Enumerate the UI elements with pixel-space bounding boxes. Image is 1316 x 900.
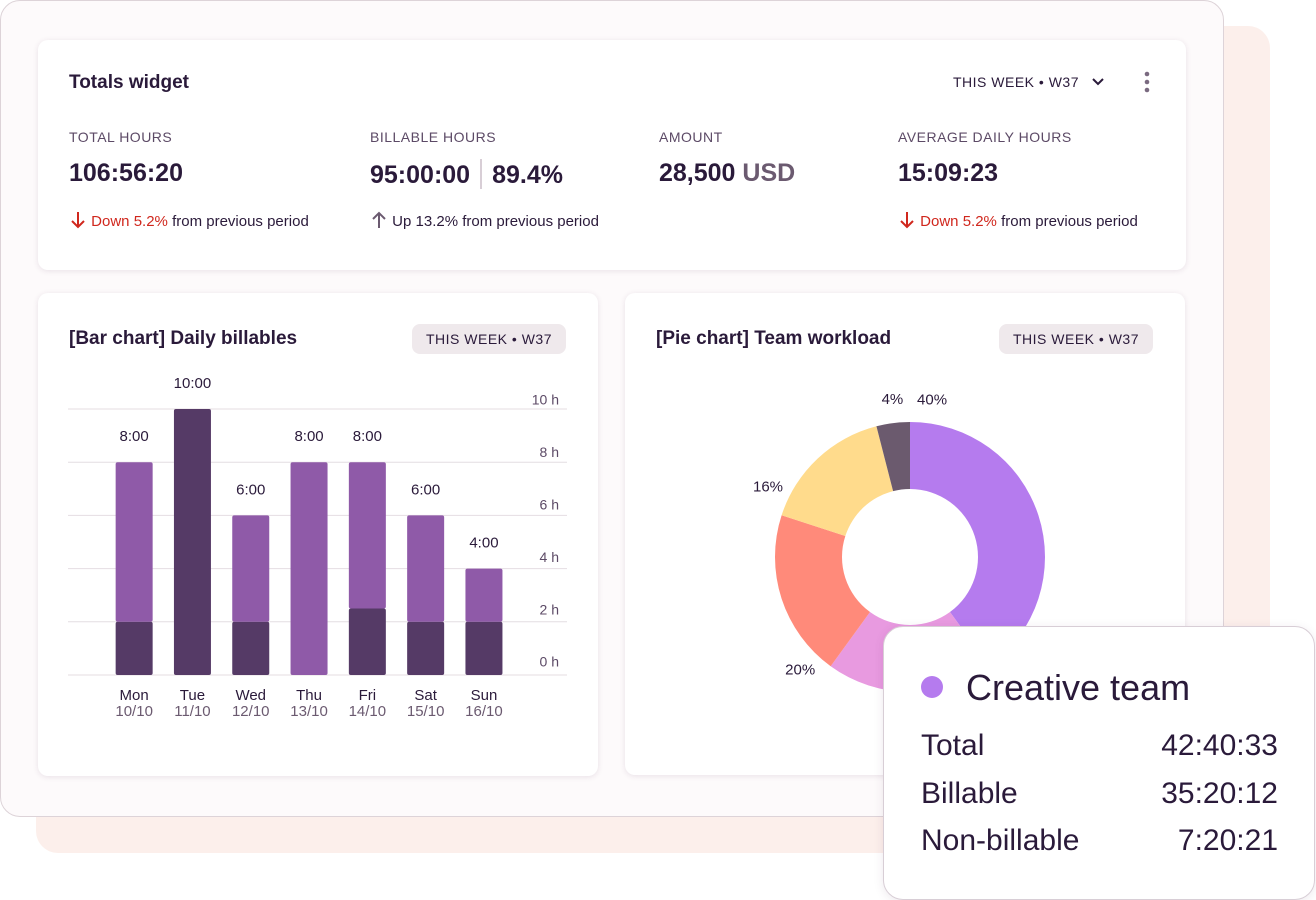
bar-segment bbox=[232, 621, 270, 675]
y-tick-label: 4 h bbox=[540, 549, 559, 565]
y-tick-label: 6 h bbox=[540, 497, 559, 513]
change-value: Down 5.2% bbox=[91, 213, 168, 230]
period-badge: THIS WEEK • W37 bbox=[412, 324, 566, 354]
widget-title: Totals widget bbox=[69, 72, 189, 93]
row-label: Non-billable bbox=[921, 824, 1080, 857]
value: 28,500 bbox=[659, 159, 736, 187]
x-date-label: 11/10 bbox=[174, 703, 210, 720]
bar-segment bbox=[232, 515, 270, 622]
y-tick-label: 10 h bbox=[532, 392, 559, 408]
x-tick-label: Sat bbox=[414, 687, 437, 704]
metric-value: 106:56:20 bbox=[69, 159, 183, 187]
metric-label: TOTAL HOURS bbox=[69, 129, 173, 145]
change-text: Up 13.2% from previous period bbox=[392, 213, 599, 230]
x-date-label: 13/10 bbox=[290, 703, 328, 720]
slice-label: 40% bbox=[917, 392, 947, 409]
more-menu[interactable] bbox=[1142, 70, 1152, 94]
period-select[interactable]: THIS WEEK • W37 bbox=[953, 74, 1105, 90]
bar-segment bbox=[348, 462, 386, 609]
x-tick-label: Mon bbox=[120, 687, 149, 704]
totals-widget: Totals widget THIS WEEK • W37 TOTAL HOUR… bbox=[38, 40, 1186, 270]
up-arrow bbox=[372, 211, 386, 228]
value: 95:00:00 bbox=[370, 161, 471, 189]
bar-total-label: 6:00 bbox=[411, 481, 440, 498]
x-date-label: 10/10 bbox=[115, 703, 153, 720]
x-tick-label: Tue bbox=[180, 687, 205, 704]
metric-label: BILLABLE HOURS bbox=[370, 129, 497, 145]
pie-slice bbox=[781, 426, 894, 536]
x-tick-label: Wed bbox=[235, 687, 266, 704]
down-arrow bbox=[71, 212, 85, 229]
bar-chart: 0 h2 h4 h6 h8 h10 h8:00Mon10/1010:00Tue1… bbox=[68, 375, 567, 720]
bar-segment bbox=[115, 462, 153, 622]
bar-total-label: 8:00 bbox=[353, 428, 382, 445]
pie-slice bbox=[910, 422, 1045, 667]
chart-title: [Bar chart] Daily billables bbox=[69, 328, 298, 349]
slice-label: 20% bbox=[785, 662, 815, 679]
tooltip-title: Creative team bbox=[966, 667, 1191, 708]
bar-segment bbox=[465, 621, 503, 675]
pie-slice bbox=[876, 422, 910, 492]
x-date-label: 15/10 bbox=[407, 703, 445, 720]
metric-label: AVERAGE DAILY HOURS bbox=[898, 129, 1072, 145]
legend-dot bbox=[921, 676, 943, 698]
tooltip: Creative team Total 42:40:33 Billable 35… bbox=[883, 626, 1315, 900]
bar-segment bbox=[173, 409, 211, 675]
change-text: from previous period bbox=[1001, 213, 1138, 230]
bar-total-label: 8:00 bbox=[294, 428, 323, 445]
metric-change: Up 13.2% from previous period bbox=[370, 210, 599, 230]
chevron bbox=[1092, 78, 1105, 86]
bar-total-label: 4:00 bbox=[469, 535, 498, 552]
bar-segment bbox=[407, 621, 445, 675]
metric-value: 95:00:00 89.4% bbox=[370, 159, 563, 190]
period-badge: THIS WEEK • W37 bbox=[999, 324, 1153, 354]
bar-segment bbox=[115, 621, 153, 675]
unit: USD bbox=[742, 159, 796, 187]
bar-total-label: 10:00 bbox=[174, 375, 212, 392]
pie-slice bbox=[775, 515, 871, 667]
bar-total-label: 6:00 bbox=[236, 481, 265, 498]
chart-title: [Pie chart] Team workload bbox=[656, 328, 892, 349]
bar-segment bbox=[290, 462, 328, 675]
x-tick-label: Thu bbox=[296, 687, 322, 704]
x-tick-label: Fri bbox=[359, 687, 377, 704]
bar-segment bbox=[348, 608, 386, 675]
x-date-label: 14/10 bbox=[349, 703, 387, 720]
bar-total-label: 8:00 bbox=[120, 428, 149, 445]
y-tick-label: 0 h bbox=[540, 654, 559, 670]
down-arrow bbox=[900, 212, 914, 229]
metric-label: AMOUNT bbox=[659, 129, 723, 145]
x-date-label: 12/10 bbox=[232, 703, 270, 720]
slice-label: 16% bbox=[753, 479, 783, 496]
y-tick-label: 2 h bbox=[540, 601, 559, 617]
metric-value: 28,500 USD bbox=[659, 159, 795, 188]
change-value: Down 5.2% bbox=[920, 213, 997, 230]
row-value: 42:40:33 bbox=[1161, 729, 1278, 762]
x-date-label: 16/10 bbox=[465, 703, 503, 720]
bar-segment bbox=[407, 515, 445, 622]
bar-segment bbox=[465, 568, 503, 622]
row-value: 35:20:12 bbox=[1161, 777, 1278, 810]
metric-change: Down 5.2% from previous period bbox=[69, 210, 309, 230]
metric-value: 15:09:23 bbox=[898, 159, 999, 187]
x-tick-label: Sun bbox=[471, 687, 498, 704]
metric-change: Down 5.2% from previous period bbox=[898, 210, 1138, 230]
row-label: Total bbox=[921, 729, 985, 762]
slice-label: 4% bbox=[882, 391, 904, 408]
bar-card: [Bar chart] Daily billables THIS WEEK • … bbox=[38, 293, 598, 776]
change-text: from previous period bbox=[172, 213, 309, 230]
percent: 89.4% bbox=[492, 161, 563, 189]
y-tick-label: 8 h bbox=[540, 444, 559, 460]
period: THIS WEEK • W37 bbox=[953, 74, 1079, 90]
row-label: Billable bbox=[921, 777, 1018, 810]
row-value: 7:20:21 bbox=[1177, 824, 1278, 857]
